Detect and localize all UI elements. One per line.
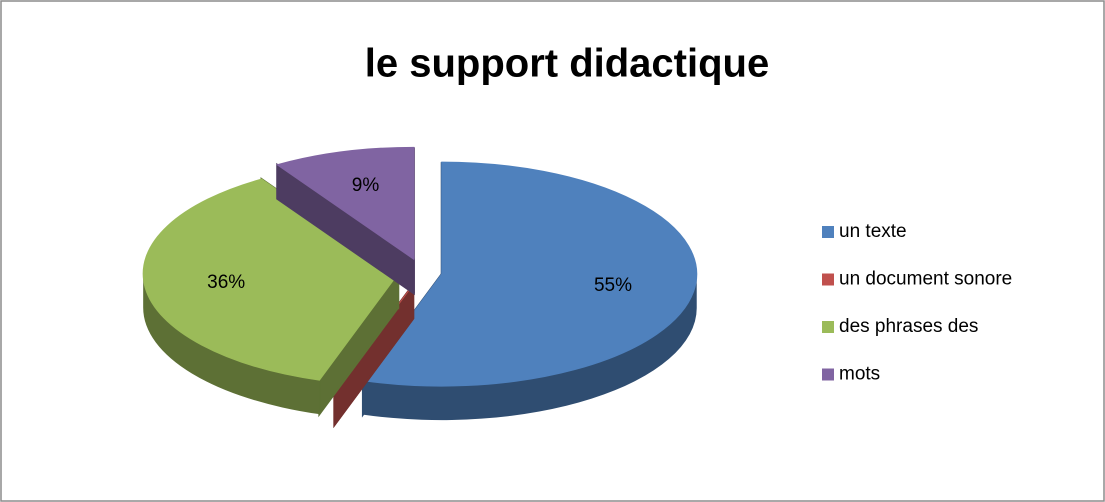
slice — [276, 146, 415, 296]
legend-label: un document sonore — [839, 269, 1012, 290]
legend-swatch — [822, 226, 834, 238]
legend-swatch — [822, 273, 834, 286]
slice-top — [362, 161, 698, 387]
data-label: 55% — [594, 275, 632, 296]
data-label: 0% — [301, 501, 329, 502]
legend-label: un texte — [839, 221, 907, 242]
slice-side — [143, 273, 320, 415]
legend-swatch — [822, 368, 834, 381]
data-label: 36% — [207, 272, 245, 293]
data-label: 9% — [352, 175, 380, 196]
slice — [361, 161, 698, 421]
legend-label: des phrases des — [839, 316, 978, 337]
legend-label: mots — [839, 364, 880, 385]
chart-title: le support didactique — [365, 42, 769, 86]
slice-side — [362, 274, 697, 421]
slice-top — [276, 146, 415, 261]
slice-top — [142, 178, 399, 381]
slice — [142, 177, 400, 418]
legend-swatch — [822, 321, 834, 333]
